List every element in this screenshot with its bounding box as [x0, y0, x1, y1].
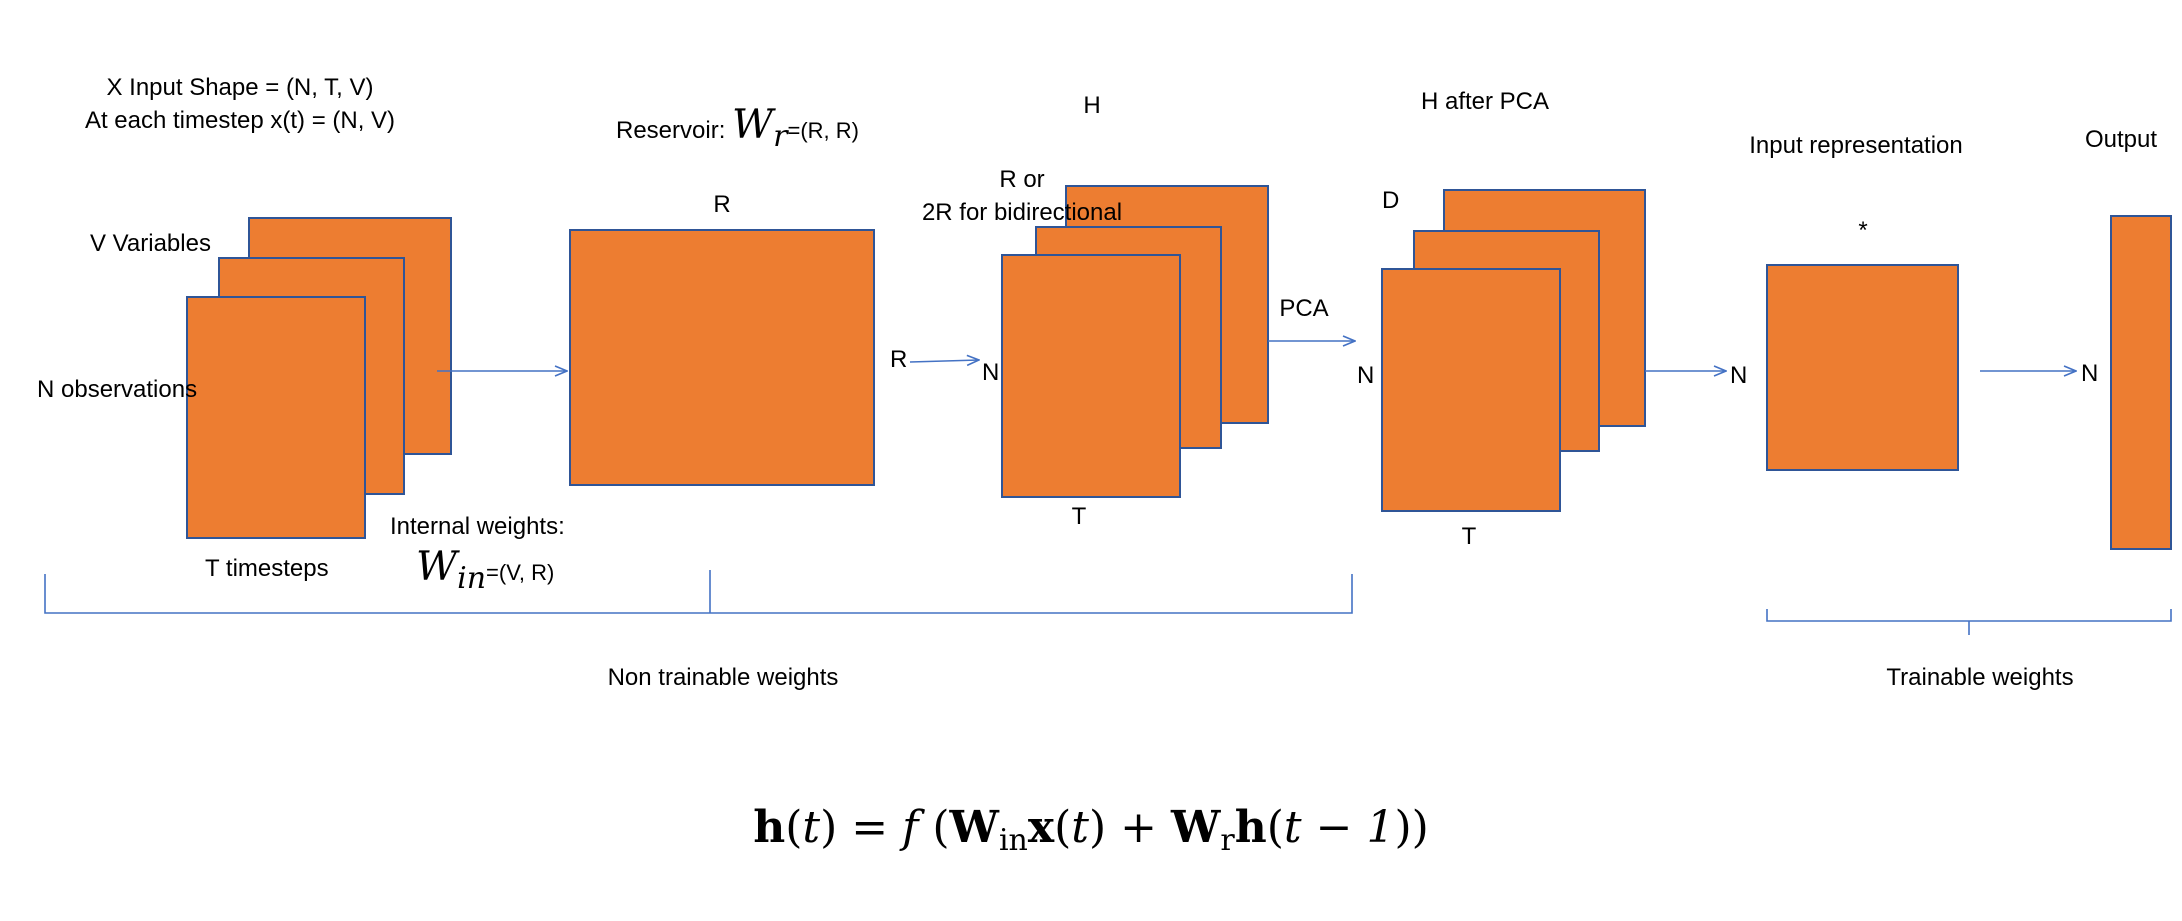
wr-shape: =(R, R) [788, 118, 860, 143]
pca-dim-top: D [1382, 187, 1399, 214]
input-shape-text: X Input Shape = (N, T, V) [106, 74, 373, 101]
observations-label: N observations [37, 376, 197, 403]
eq-in-subscript: in [999, 823, 1028, 858]
eq-x: x [1028, 802, 1055, 853]
eq-w-in: W [949, 802, 1000, 853]
h-dim-line1: R or [999, 166, 1044, 193]
eq-h2: h [1235, 802, 1267, 853]
eq-t-minus-1: t − 1 [1284, 802, 1395, 853]
wr-subscript: r [773, 119, 789, 154]
non-trainable-bracket [44, 570, 1353, 614]
pca-title: H after PCA [1421, 88, 1549, 115]
timesteps-label: T timesteps [205, 555, 329, 582]
reservoir-dim-right: R [890, 346, 907, 373]
win-subscript: in [457, 561, 486, 596]
internal-weights-equation: Win=(V, R) [416, 544, 554, 596]
eq-t2: t [1071, 802, 1089, 853]
output-title: Output [2085, 126, 2157, 153]
pca-dim-bottom: T [1462, 523, 1477, 550]
win-shape: =(V, R) [486, 560, 554, 585]
h-dim-line2: 2R for bidirectional [922, 199, 1122, 226]
input-timestep-text: At each timestep x(t) = (N, V) [85, 107, 395, 134]
representation-title: Input representation [1749, 132, 1962, 159]
internal-weights-label: Internal weights: [390, 513, 565, 540]
representation-dim-top: * [1858, 217, 1867, 244]
h-slice-front [1001, 254, 1181, 498]
h-dim-left: N [982, 359, 999, 386]
reservoir-prefix: Reservoir: [616, 117, 732, 144]
reservoir-to-h-arrow [909, 360, 979, 362]
representation-dim-left: N [1730, 362, 1747, 389]
output-dim-left: N [2081, 360, 2098, 387]
eq-r-subscript: r [1220, 823, 1235, 858]
output-box [2110, 215, 2172, 550]
h-stack [1001, 185, 1269, 498]
eq-w-r: W [1170, 802, 1221, 853]
variables-label: V Variables [90, 230, 211, 257]
input-stack [186, 217, 452, 539]
wr-symbol: W [732, 102, 776, 148]
reservoir-box [569, 229, 875, 486]
representation-box [1766, 264, 1959, 471]
pca-arrow-label: PCA [1279, 295, 1328, 322]
pca-dim-left: N [1357, 362, 1374, 389]
eq-t: t [802, 802, 820, 853]
non-trainable-label: Non trainable weights [608, 664, 839, 691]
h-title: H [1083, 92, 1100, 119]
h-dim-bottom: T [1072, 503, 1087, 530]
reservoir-title: Reservoir: Wr=(R, R) [616, 102, 859, 154]
pca-stack [1381, 189, 1646, 512]
win-symbol: W [416, 544, 460, 590]
eq-h: h [753, 802, 785, 853]
pca-slice-front [1381, 268, 1561, 512]
input-slice-front [186, 296, 366, 539]
reservoir-update-equation: h(t) = f (Winx(t) + Wrh(t − 1)) [753, 802, 1429, 858]
reservoir-dim-top: R [713, 191, 730, 218]
trainable-label: Trainable weights [1886, 664, 2073, 691]
trainable-bracket [1766, 609, 2172, 635]
